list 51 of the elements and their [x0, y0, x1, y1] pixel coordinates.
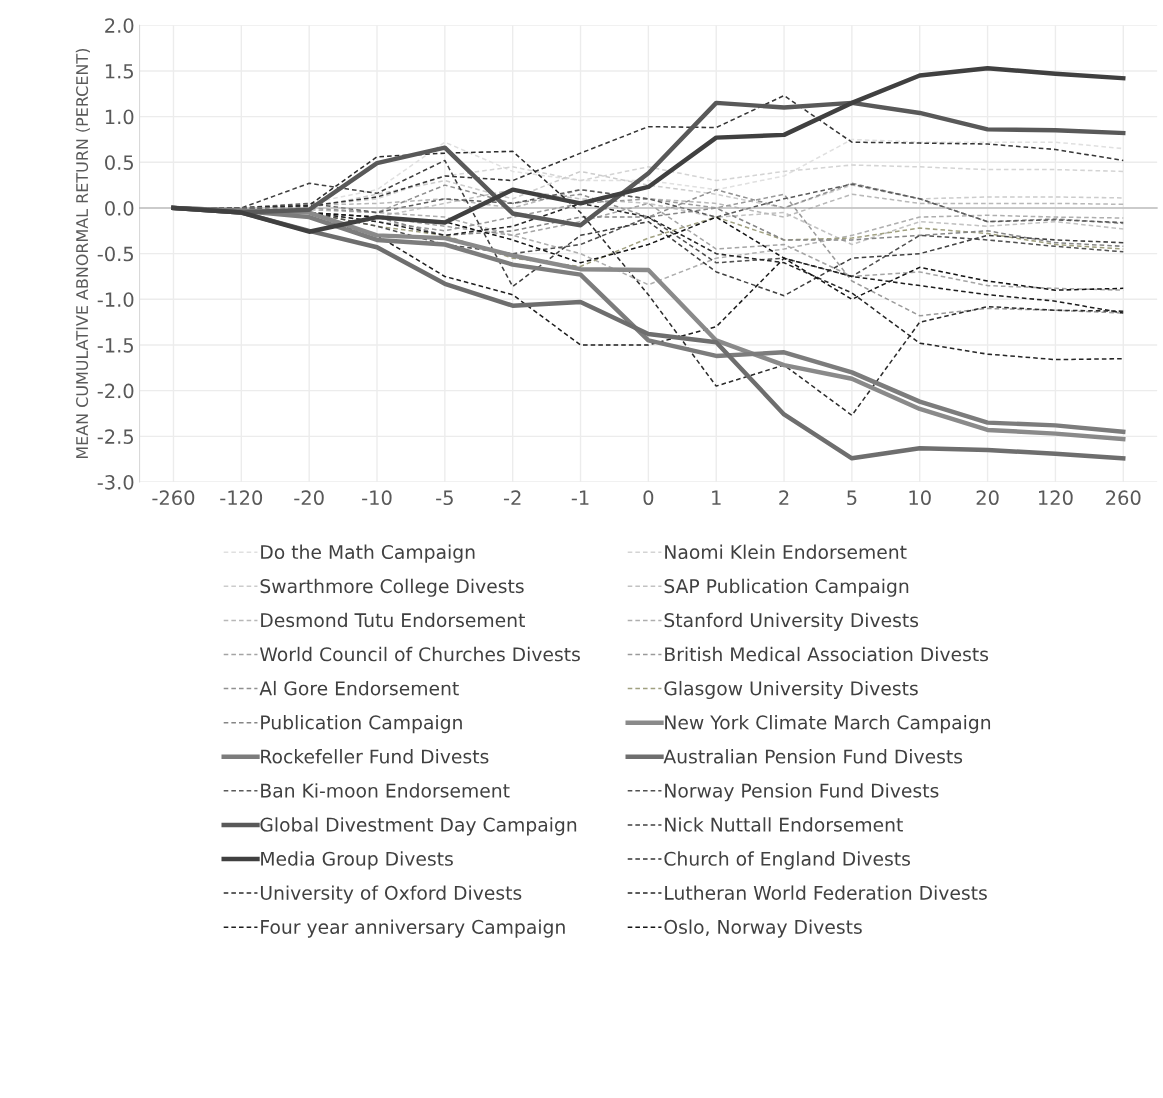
legend-label: Ban Ki-moon Endorsement	[261, 783, 510, 798]
y-tick-label: -1.5	[97, 338, 133, 353]
legend-label: University of Oxford Divests	[260, 885, 522, 904]
x-tick-label: 120	[1039, 490, 1073, 506]
legend-label: Do the Math Campaign	[261, 544, 475, 563]
y-tick-label: 1.5	[105, 64, 133, 79]
x-tick-label: -20	[294, 490, 324, 506]
x-tick-label: 20	[976, 490, 999, 506]
x-tick-label: -10	[362, 490, 392, 506]
legend-label: Global Divestment Day Campaign	[260, 817, 577, 836]
x-tick-label: -120	[220, 490, 263, 506]
legend-label: World Council of Churches Divests	[259, 646, 580, 662]
legend-label: Publication Campaign	[261, 714, 462, 734]
legend-label: Church of England Divests	[664, 851, 911, 870]
y-tick-label: -2.0	[97, 383, 134, 399]
x-tick-label: 0	[643, 490, 654, 506]
legend-label: Glasgow University Divests	[664, 680, 918, 700]
x-tick-label: 10	[909, 490, 931, 506]
legend-label: Media Group Divests	[261, 851, 453, 870]
legend-label: Rockefeller Fund Divests	[261, 749, 489, 764]
x-tick-label: -1	[571, 490, 589, 505]
legend-label: Four year anniversary Campaign	[261, 919, 565, 938]
legend-label: Nick Nuttall Endorsement	[665, 817, 903, 832]
legend-label: Swarthmore College Divests	[260, 578, 524, 597]
legend-label: Al Gore Endorsement	[259, 680, 459, 696]
legend-label: Naomi Klein Endorsement	[665, 544, 907, 560]
y-tick-label: 1.0	[105, 109, 134, 125]
y-axis-title: MEAN CUMULATIVE ABNORMAL RETURN (PERCENT)	[75, 49, 90, 459]
y-tick-label: 0.0	[105, 200, 134, 216]
y-tick-label: -3.0	[97, 474, 134, 490]
legend-label: SAP Publication Campaign	[664, 578, 909, 597]
legend-label: Norway Pension Fund Divests	[665, 783, 939, 802]
y-tick-label: -1.0	[97, 292, 134, 307]
y-tick-label: -0.5	[97, 246, 133, 262]
x-tick-label: 2	[779, 490, 789, 505]
legend-label: Stanford University Divests	[664, 612, 919, 631]
x-tick-label: 260	[1106, 490, 1141, 506]
legend-label: Lutheran World Federation Divests	[665, 885, 987, 900]
y-tick-label: 0.5	[105, 155, 133, 170]
legend-label: Australian Pension Fund Divests	[663, 749, 963, 764]
y-tick-label: -2.5	[97, 429, 133, 445]
legend-label: British Medical Association Divests	[665, 646, 989, 662]
x-tick-label: -5	[436, 490, 453, 506]
x-tick-label: 1	[712, 490, 721, 505]
x-tick-label: -260	[152, 490, 195, 506]
x-tick-label: -2	[503, 490, 521, 505]
legend-label: Desmond Tutu Endorsement	[261, 612, 525, 628]
y-tick-label: 2.0	[105, 18, 134, 33]
x-tick-label: 5	[847, 490, 857, 506]
legend-label: New York Climate March Campaign	[665, 714, 991, 734]
legend-label: Oslo, Norway Divests	[664, 919, 862, 938]
